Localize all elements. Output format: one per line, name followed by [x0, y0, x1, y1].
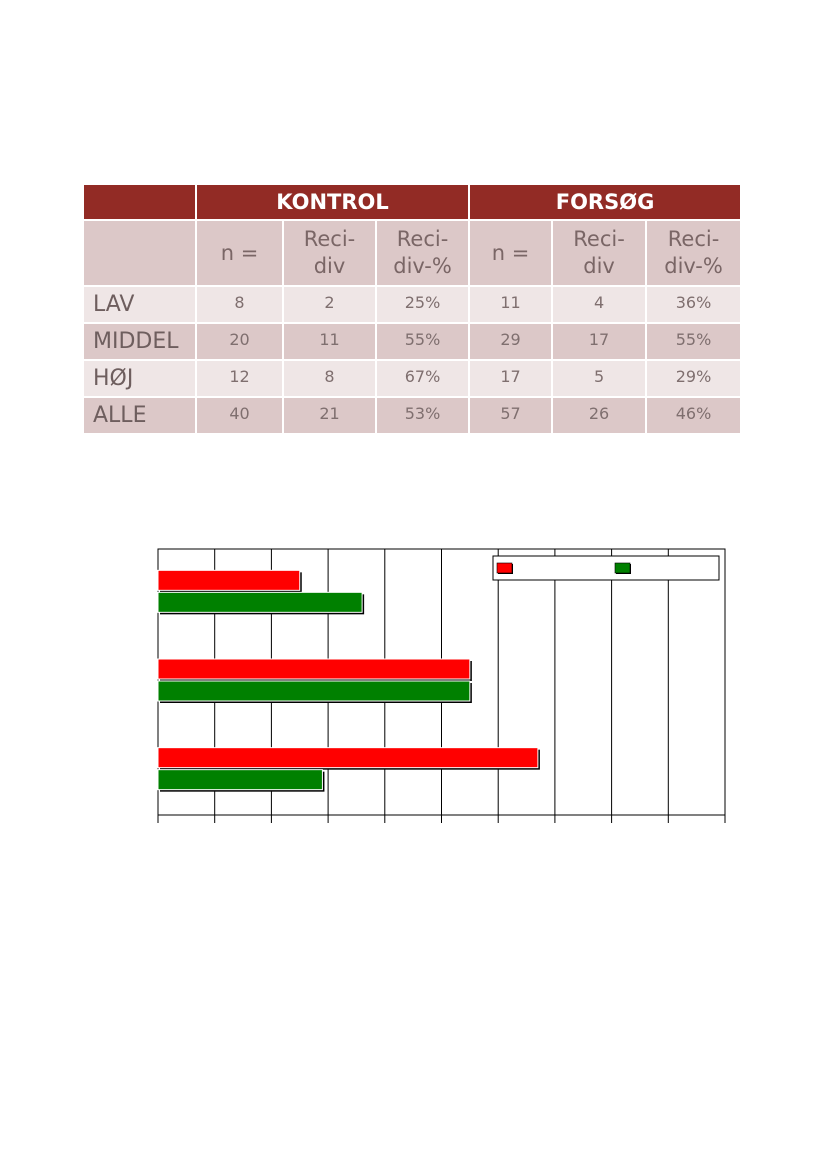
cell: 17: [468, 359, 554, 398]
cell: 36%: [645, 285, 743, 324]
cell: 2: [282, 285, 377, 324]
legend-box: [492, 555, 720, 581]
cell: 20: [195, 322, 284, 361]
legend-swatch: [496, 562, 513, 574]
subheader-recidiv-kontrol: Reci-div: [282, 219, 377, 287]
group-header-forsog: FORSØG: [468, 183, 743, 221]
row-label: HØJ: [82, 359, 197, 398]
table-row: HØJ 12 8 67% 17 5 29%: [82, 359, 743, 398]
cell: 11: [468, 285, 554, 324]
data-table: KONTROL FORSØG n = Reci-div Reci-div-% n…: [82, 183, 743, 435]
subheader-corner: [82, 219, 197, 287]
cell: 57: [468, 396, 554, 435]
bar: [157, 569, 301, 591]
legend-swatch: [614, 562, 631, 574]
cell: 29: [468, 322, 554, 361]
row-label: MIDDEL: [82, 322, 197, 361]
table-row: ALLE 40 21 53% 57 26 46%: [82, 396, 743, 435]
subheader-n-kontrol: n =: [195, 219, 284, 287]
table-row: MIDDEL 20 11 55% 29 17 55%: [82, 322, 743, 361]
cell: 12: [195, 359, 284, 398]
bar: [157, 591, 363, 613]
bar: [157, 680, 471, 702]
recidivism-table: KONTROL FORSØG n = Reci-div Reci-div-% n…: [82, 183, 743, 435]
cell: 8: [282, 359, 377, 398]
cell: 8: [195, 285, 284, 324]
cell: 55%: [645, 322, 743, 361]
cell: 29%: [645, 359, 743, 398]
cell: 40: [195, 396, 284, 435]
table-row: LAV 8 2 25% 11 4 36%: [82, 285, 743, 324]
group-header-kontrol: KONTROL: [194, 183, 471, 221]
subheader-recidiv-forsog: Reci-div: [551, 219, 648, 287]
cell: 67%: [374, 359, 471, 398]
cell: 25%: [374, 285, 471, 324]
cell: 21: [282, 396, 377, 435]
cell: 4: [551, 285, 648, 324]
cell: 5: [551, 359, 648, 398]
cell: 46%: [645, 396, 743, 435]
subheader-n-forsog: n =: [468, 219, 554, 287]
bar: [157, 658, 471, 680]
cell: 11: [282, 322, 377, 361]
subheader-recidiv-pct-forsog: Reci-div-%: [645, 219, 743, 287]
cell: 53%: [374, 396, 471, 435]
cell: 55%: [374, 322, 471, 361]
subheader-recidiv-pct-kontrol: Reci-div-%: [374, 219, 471, 287]
row-label: ALLE: [82, 396, 197, 435]
header-corner: [82, 183, 197, 221]
bar: [157, 769, 323, 791]
bar: [157, 747, 539, 769]
cell: 26: [551, 396, 648, 435]
row-label: LAV: [82, 285, 197, 324]
cell: 17: [551, 322, 648, 361]
